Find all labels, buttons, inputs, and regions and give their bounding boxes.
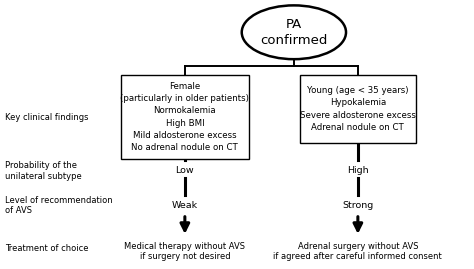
Ellipse shape — [242, 5, 346, 59]
Text: Adrenal surgery without AVS
if agreed after careful informed consent: Adrenal surgery without AVS if agreed af… — [273, 242, 442, 261]
Text: Weak: Weak — [172, 201, 198, 210]
Text: Female
(particularly in older patients)
Normokalemia
High BMI
Mild aldosterone e: Female (particularly in older patients) … — [120, 82, 249, 152]
Text: Strong: Strong — [342, 201, 374, 210]
Text: Treatment of choice: Treatment of choice — [5, 244, 88, 253]
FancyBboxPatch shape — [121, 75, 249, 159]
Text: Level of recommendation
of AVS: Level of recommendation of AVS — [5, 196, 112, 215]
Text: Young (age < 35 years)
Hypokalemia
Severe aldosterone excess
Adrenal nodule on C: Young (age < 35 years) Hypokalemia Sever… — [300, 86, 416, 132]
FancyBboxPatch shape — [300, 75, 416, 143]
Text: Medical therapy without AVS
if surgery not desired: Medical therapy without AVS if surgery n… — [124, 242, 246, 261]
Text: PA
confirmed: PA confirmed — [260, 18, 328, 47]
Text: Probability of the
unilateral subtype: Probability of the unilateral subtype — [5, 161, 82, 180]
Text: Low: Low — [175, 166, 194, 175]
Text: High: High — [347, 166, 369, 175]
Text: Key clinical findings: Key clinical findings — [5, 112, 88, 122]
